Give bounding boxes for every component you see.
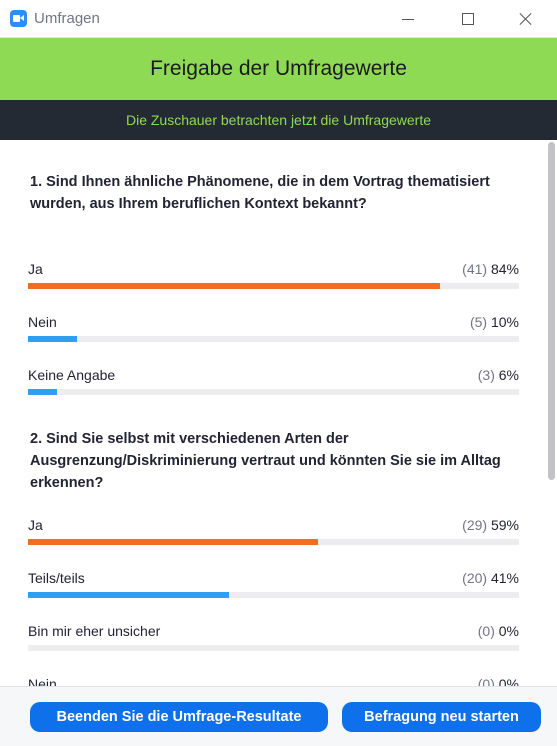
option-percent: 41% xyxy=(490,570,519,586)
close-button[interactable] xyxy=(503,4,549,34)
result-bar xyxy=(28,592,230,598)
results-list[interactable]: 1. Sind Ihnen ähnliche Phänomene, die in… xyxy=(0,140,545,686)
option-label: Keine Angabe xyxy=(28,367,116,383)
minimize-button[interactable] xyxy=(385,4,431,34)
option-percent: 59% xyxy=(490,517,519,533)
option-percent: 0% xyxy=(498,623,519,639)
option-count: (20) xyxy=(462,570,488,586)
title-bar: Umfragen xyxy=(0,0,557,38)
question-1: 1. Sind Ihnen ähnliche Phänomene, die in… xyxy=(30,174,490,212)
result-bar-track xyxy=(28,283,519,289)
status-bar: Die Zuschauer betrachten jetzt die Umfra… xyxy=(0,100,557,140)
poll-banner: Freigabe der Umfragewerte xyxy=(0,38,557,100)
footer-bar: Beenden Sie die Umfrage-Resultate Befrag… xyxy=(0,686,557,746)
option-count: (0) xyxy=(477,676,495,686)
scrollbar[interactable] xyxy=(545,140,557,686)
result-row: Nein (5) 10% xyxy=(28,314,519,354)
result-row: Ja (29) 59% xyxy=(28,517,519,557)
result-row: Keine Angabe (3) 6% xyxy=(28,367,519,407)
minimize-icon xyxy=(402,19,414,20)
scrollbar-thumb[interactable] xyxy=(548,142,555,480)
result-bar-track xyxy=(28,336,519,342)
result-row: Bin mir eher unsicher (0) 0% xyxy=(28,623,519,663)
option-count: (5) xyxy=(469,314,488,330)
option-label: Nein xyxy=(28,676,57,686)
result-bar-track xyxy=(28,389,519,395)
restart-poll-button[interactable]: Befragung neu starten xyxy=(342,702,541,732)
result-bar xyxy=(28,539,318,545)
option-count: (29) xyxy=(462,517,488,533)
option-label: Teils/teils xyxy=(28,570,85,586)
result-bar-track xyxy=(28,539,519,545)
option-label: Ja xyxy=(28,517,43,533)
maximize-icon xyxy=(462,13,474,25)
option-percent: 10% xyxy=(490,314,519,330)
result-bar xyxy=(28,283,441,289)
result-bar xyxy=(28,336,78,342)
option-count: (0) xyxy=(477,623,495,639)
window-title: Umfragen xyxy=(34,10,100,27)
option-percent: 6% xyxy=(498,367,519,383)
end-poll-results-button[interactable]: Beenden Sie die Umfrage-Resultate xyxy=(30,702,328,732)
maximize-button[interactable] xyxy=(445,4,491,34)
result-bar xyxy=(28,389,58,395)
option-label: Nein xyxy=(28,314,57,330)
zoom-camera-icon xyxy=(10,10,27,27)
option-label: Ja xyxy=(28,261,43,277)
option-percent: 0% xyxy=(498,676,519,686)
status-text: Die Zuschauer betrachten jetzt die Umfra… xyxy=(125,112,432,128)
result-row: Nein (0) 0% xyxy=(28,676,519,686)
option-count: (3) xyxy=(477,367,495,383)
option-count: (41) xyxy=(462,261,488,277)
option-percent: 84% xyxy=(490,261,519,277)
result-row: Ja (41) 84% xyxy=(28,261,519,301)
result-bar-track xyxy=(28,592,519,598)
result-bar-track xyxy=(28,645,519,651)
option-label: Bin mir eher unsicher xyxy=(28,623,161,639)
result-row: Teils/teils (20) 41% xyxy=(28,570,519,610)
poll-banner-title: Freigabe der Umfragewerte xyxy=(150,57,407,80)
question-2: 2. Sind Sie selbst mit verschiedenen Art… xyxy=(30,431,501,491)
